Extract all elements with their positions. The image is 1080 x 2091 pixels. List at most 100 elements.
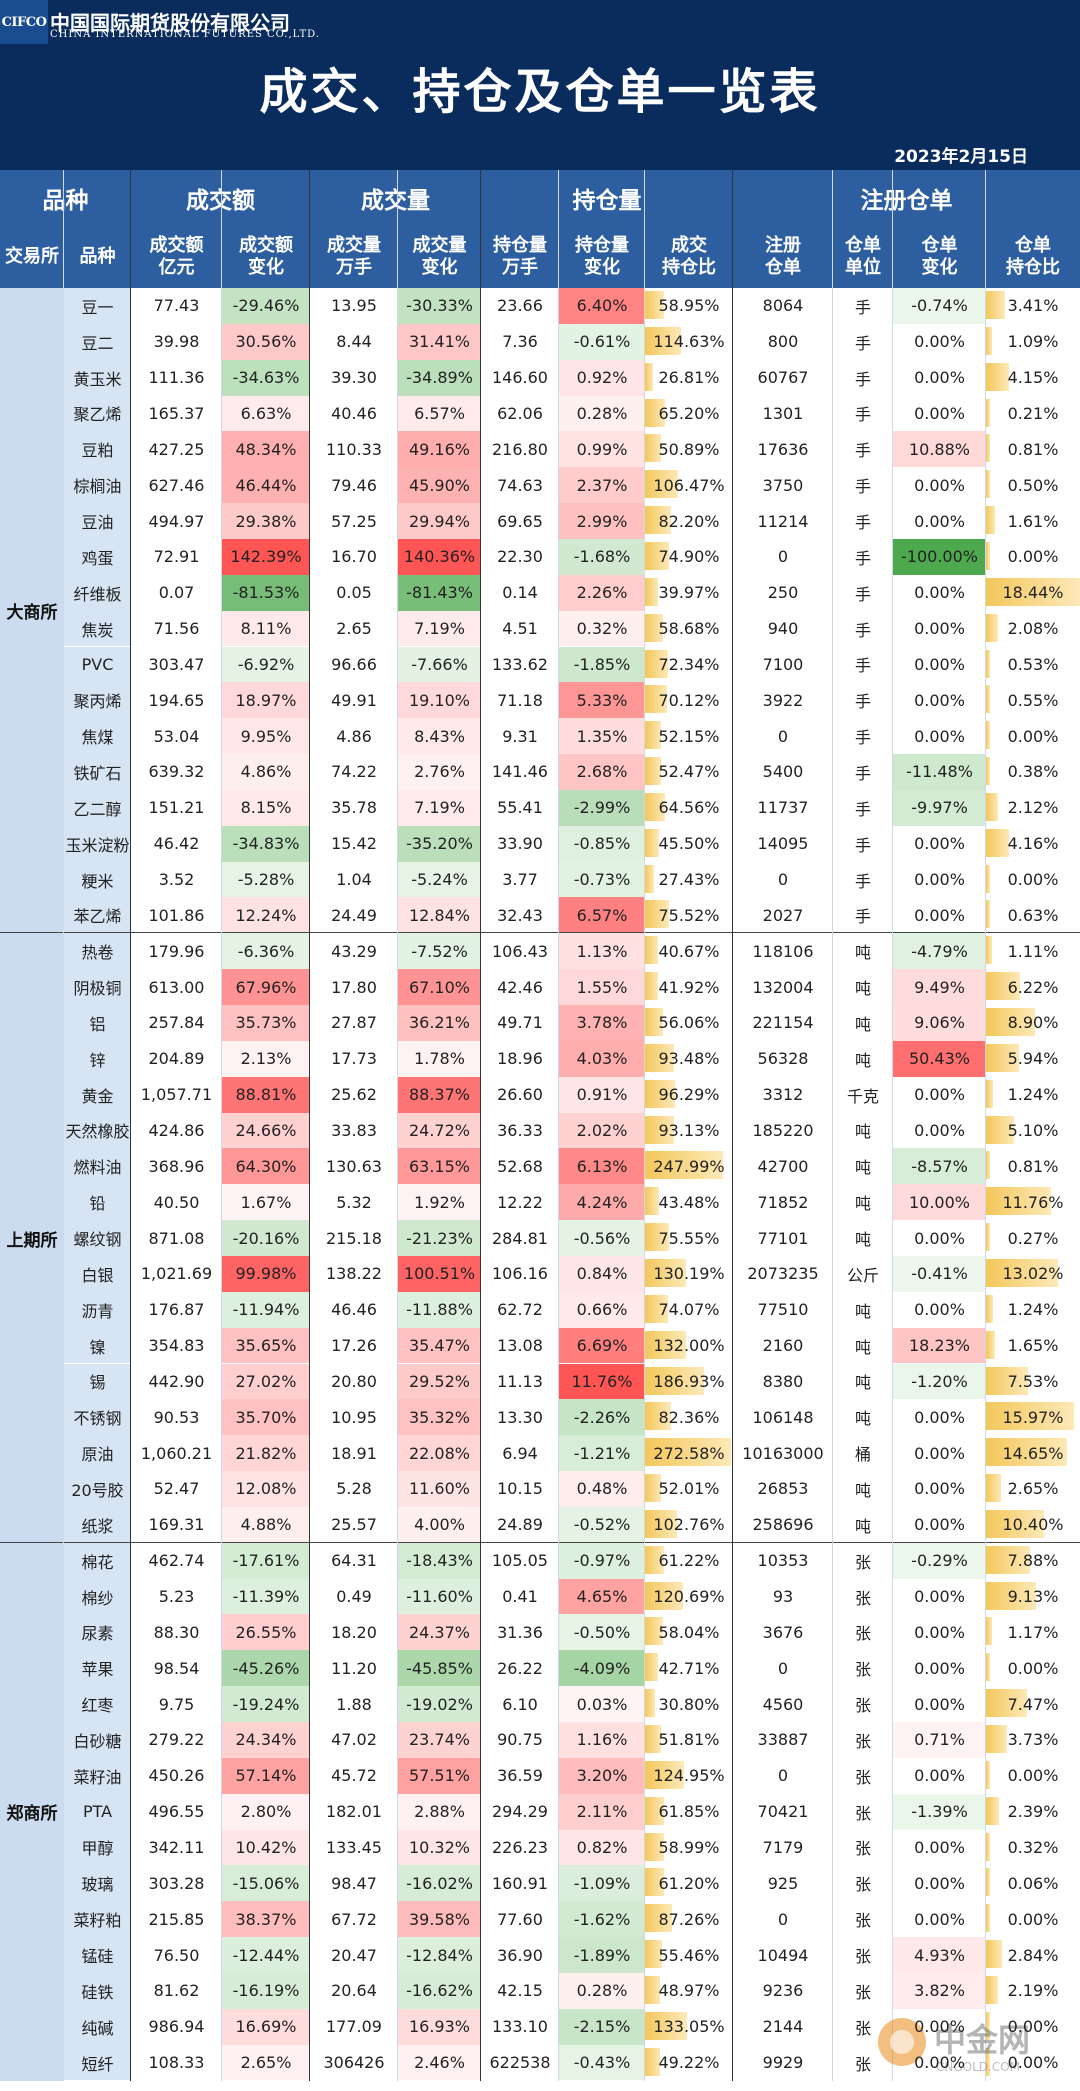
open-interest-change-text: 0.48% <box>576 1479 628 1499</box>
receipt-change-text: 0.00% <box>914 1443 965 1463</box>
open-interest-change-text: 0.91% <box>576 1085 628 1105</box>
turnover-value-text: 108.33 <box>148 2053 205 2073</box>
open-interest-change: 6.69% <box>559 1327 645 1364</box>
variety-name: 鸡蛋 <box>64 538 131 575</box>
turnover-oi-ratio-text: 75.55% <box>658 1228 720 1248</box>
variety-name: 锌 <box>64 1040 131 1077</box>
receipt-change-text: 0.00% <box>914 1622 965 1642</box>
turnover-oi-ratio: 82.36% <box>645 1399 733 1436</box>
receipt-change-text: 3.82% <box>914 1981 965 2001</box>
open-interest-change: 2.26% <box>559 574 645 611</box>
turnover-oi-ratio-text: 49.22% <box>658 2053 720 2073</box>
turnover-change: 35.65% <box>222 1327 310 1364</box>
turnover-value-text: 53.04 <box>153 726 200 746</box>
receipt-count-text: 17636 <box>757 439 809 459</box>
receipt-oi-ratio-text: 7.88% <box>1007 1551 1059 1571</box>
receipt-count: 800 <box>733 323 833 360</box>
receipt-count: 0 <box>733 538 833 575</box>
turnover-value-text: 427.25 <box>148 439 205 459</box>
turnover-oi-ratio-text: 26.81% <box>658 368 720 388</box>
ratio-bar <box>645 470 679 499</box>
receipt-change: 0.00% <box>893 646 986 683</box>
turnover-oi-ratio: 42.71% <box>645 1650 733 1687</box>
turnover-oi-ratio-text: 133.05% <box>653 2017 725 2037</box>
receipt-count: 2160 <box>733 1327 833 1364</box>
open-interest-change-text: -1.21% <box>573 1443 631 1463</box>
receipt-oi-ratio-text: 14.65% <box>1002 1443 1064 1463</box>
receipt-change: 0.00% <box>893 1291 986 1328</box>
ratio-bar <box>986 1940 1002 1969</box>
ratio-bar <box>645 1653 659 1682</box>
volume-value: 17.73 <box>310 1040 398 1077</box>
receipt-unit: 吨 <box>833 1506 893 1543</box>
volume-value: 74.22 <box>310 754 398 790</box>
receipt-oi-ratio: 1.24% <box>986 1076 1080 1113</box>
open-interest-value: 33.90 <box>481 825 559 862</box>
ratio-bar <box>986 1079 993 1108</box>
open-interest-value: 216.80 <box>481 431 559 468</box>
turnover-value-text: 424.86 <box>148 1120 205 1140</box>
open-interest-value: 71.18 <box>481 682 559 719</box>
open-interest-value: 294.29 <box>481 1793 559 1830</box>
turnover-change-text: 35.70% <box>235 1407 297 1427</box>
volume-change: 2.46% <box>398 2044 481 2081</box>
volume-value: 0.05 <box>310 574 398 611</box>
receipt-change: 18.23% <box>893 1327 986 1364</box>
volume-change: 67.10% <box>398 969 481 1005</box>
volume-value: 27.87 <box>310 1005 398 1041</box>
ratio-bar <box>645 1258 686 1287</box>
turnover-oi-ratio: 186.93% <box>645 1363 733 1400</box>
receipt-unit-text: 吨 <box>854 979 871 999</box>
turnover-oi-ratio-text: 72.34% <box>658 654 720 674</box>
volume-change: 39.58% <box>398 1901 481 1938</box>
column-divider <box>130 170 131 2081</box>
ratio-bar <box>986 685 990 714</box>
volume-change-text: 23.74% <box>408 1730 470 1750</box>
receipt-oi-ratio-text: 4.15% <box>1007 368 1059 388</box>
receipt-oi-ratio-text: 0.00% <box>1007 547 1059 567</box>
turnover-oi-ratio-text: 45.50% <box>658 834 720 854</box>
volume-value-text: 177.09 <box>326 2017 382 2037</box>
open-interest-change-text: 6.40% <box>576 296 628 316</box>
open-interest-change-text: 2.02% <box>576 1120 628 1140</box>
turnover-value-text: 90.53 <box>153 1407 200 1427</box>
receipt-oi-ratio-text: 4.16% <box>1007 834 1059 854</box>
ratio-bar <box>645 326 682 355</box>
turnover-value: 169.31 <box>131 1506 222 1543</box>
turnover-value-text: 496.55 <box>148 1802 205 1822</box>
receipt-change: 0.00% <box>893 718 986 755</box>
turnover-oi-ratio-text: 114.63% <box>653 332 725 352</box>
open-interest-change-text: -2.15% <box>573 2017 631 2037</box>
volume-change: 45.90% <box>398 467 481 504</box>
open-interest-change: -1.68% <box>559 538 645 575</box>
receipt-unit: 吨 <box>833 1148 893 1185</box>
ratio-bar <box>645 1689 655 1718</box>
open-interest-value-text: 13.08 <box>497 1336 543 1356</box>
turnover-oi-ratio: 106.47% <box>645 467 733 504</box>
receipt-count-text: 71852 <box>757 1192 809 1212</box>
volume-change: 100.51% <box>398 1255 481 1292</box>
turnover-value-text: 46.42 <box>153 834 200 854</box>
receipt-count-text: 93 <box>772 1587 794 1607</box>
turnover-oi-ratio: 124.95% <box>645 1757 733 1794</box>
volume-value-text: 1.88 <box>336 1694 372 1714</box>
watermark-brand: 中金网 <box>934 2021 1030 2059</box>
receipt-unit-text: 手 <box>854 513 871 533</box>
open-interest-change: 2.37% <box>559 467 645 504</box>
turnover-oi-ratio: 74.90% <box>645 538 733 575</box>
column-header: 持仓量 万手 <box>481 226 559 288</box>
turnover-oi-ratio-text: 58.04% <box>658 1622 720 1642</box>
volume-value: 20.47 <box>310 1937 398 1973</box>
receipt-count: 10494 <box>733 1937 833 1973</box>
receipt-count: 11214 <box>733 503 833 539</box>
variety-name: 白砂糖 <box>64 1722 131 1758</box>
variety-name: 铝 <box>64 1005 131 1041</box>
open-interest-value-text: 622538 <box>489 2053 551 2073</box>
open-interest-value: 284.81 <box>481 1220 559 1256</box>
open-interest-change-text: 1.16% <box>576 1730 628 1750</box>
variety-name: 菜籽油 <box>64 1757 131 1794</box>
volume-value: 96.66 <box>310 646 398 683</box>
turnover-change-text: -6.36% <box>237 941 295 961</box>
turnover-oi-ratio-text: 130.19% <box>653 1264 725 1284</box>
receipt-change: 0.00% <box>893 682 986 719</box>
